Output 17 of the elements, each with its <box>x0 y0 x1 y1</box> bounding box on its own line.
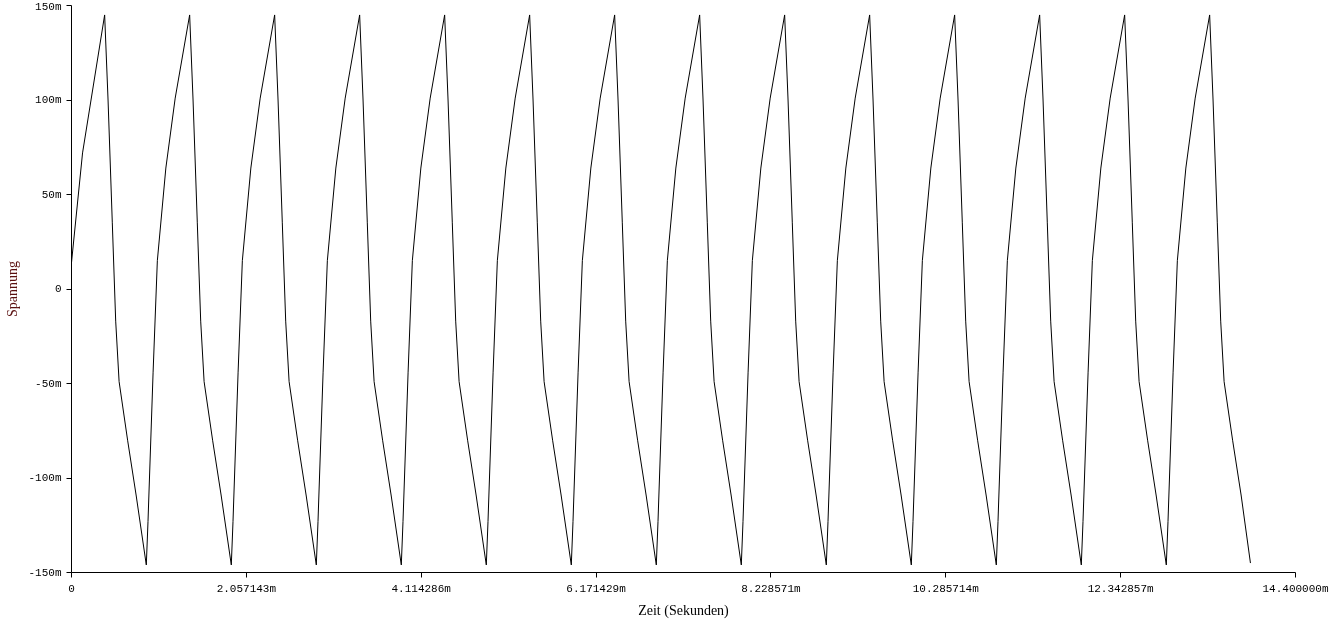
y-tick-label: 0 <box>54 283 62 295</box>
x-tick-label: 6.171429m <box>566 582 627 595</box>
y-tick-label: 150m <box>35 0 62 13</box>
y-tick-label: -100m <box>28 472 62 484</box>
x-tick-label: 2.057143m <box>216 582 277 595</box>
x-tick-label: 12.342857m <box>1087 582 1155 595</box>
y-tick-label: -50m <box>35 377 62 390</box>
x-axis-title: Zeit (Sekunden) <box>638 602 730 619</box>
x-tick-label: 4.114286m <box>391 582 452 595</box>
x-tick-label: 8.228571m <box>741 582 802 595</box>
x-tick-label: 0 <box>68 582 75 595</box>
y-axis-title: Spannung <box>5 261 21 317</box>
y-tick-label: 50m <box>41 188 62 201</box>
y-tick-label: 100m <box>35 94 62 106</box>
x-tick-label: 14.400000m <box>1262 582 1329 595</box>
y-tick-label: -150m <box>28 566 62 579</box>
x-tick-label: 10.285714m <box>912 582 980 595</box>
